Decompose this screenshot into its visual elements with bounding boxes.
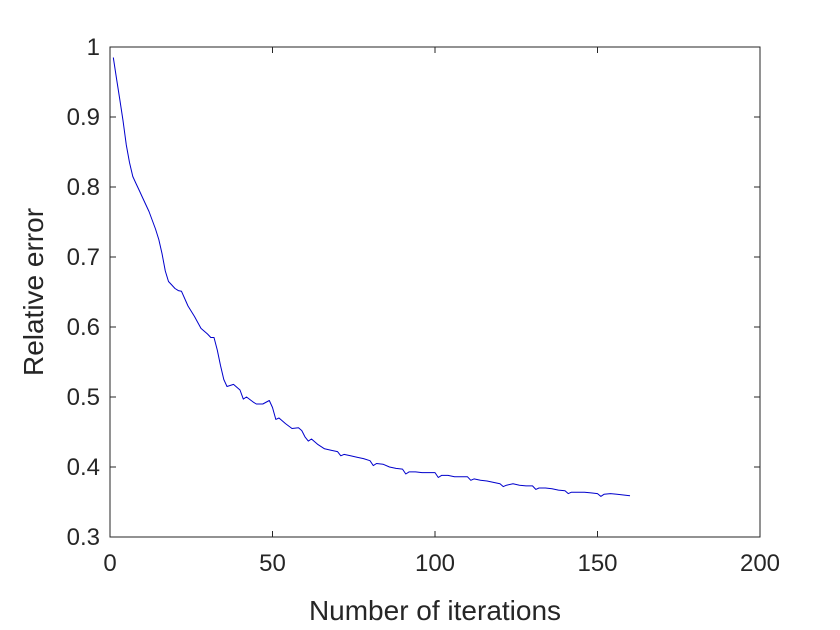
y-axis-ticks: 0.3 0.4 0.5 0.6 0.7 0.8 0.9 1 <box>67 34 760 551</box>
x-axis-label: Number of iterations <box>309 595 561 626</box>
x-tick-label: 0 <box>103 550 116 577</box>
plot-box <box>109 46 761 538</box>
y-tick-label: 0.8 <box>67 174 100 201</box>
y-axis-label: Relative error <box>18 208 49 376</box>
plot-area <box>109 46 761 538</box>
y-tick-label: 0.7 <box>67 244 100 271</box>
y-tick-label: 0.9 <box>67 104 100 131</box>
x-tick-label: 150 <box>577 550 617 577</box>
y-tick-label: 0.3 <box>67 524 100 551</box>
x-tick-label: 50 <box>259 550 286 577</box>
series-line <box>112 57 631 497</box>
x-tick-label: 100 <box>415 550 455 577</box>
series-layer <box>112 57 631 497</box>
y-tick-label: 0.6 <box>67 314 100 341</box>
x-tick-label: 200 <box>740 550 780 577</box>
y-tick-label: 0.5 <box>67 384 100 411</box>
y-tick-label: 0.4 <box>67 454 100 481</box>
y-tick-label: 1 <box>87 34 100 61</box>
x-axis-ticks: 0 50 100 150 200 <box>103 47 780 577</box>
